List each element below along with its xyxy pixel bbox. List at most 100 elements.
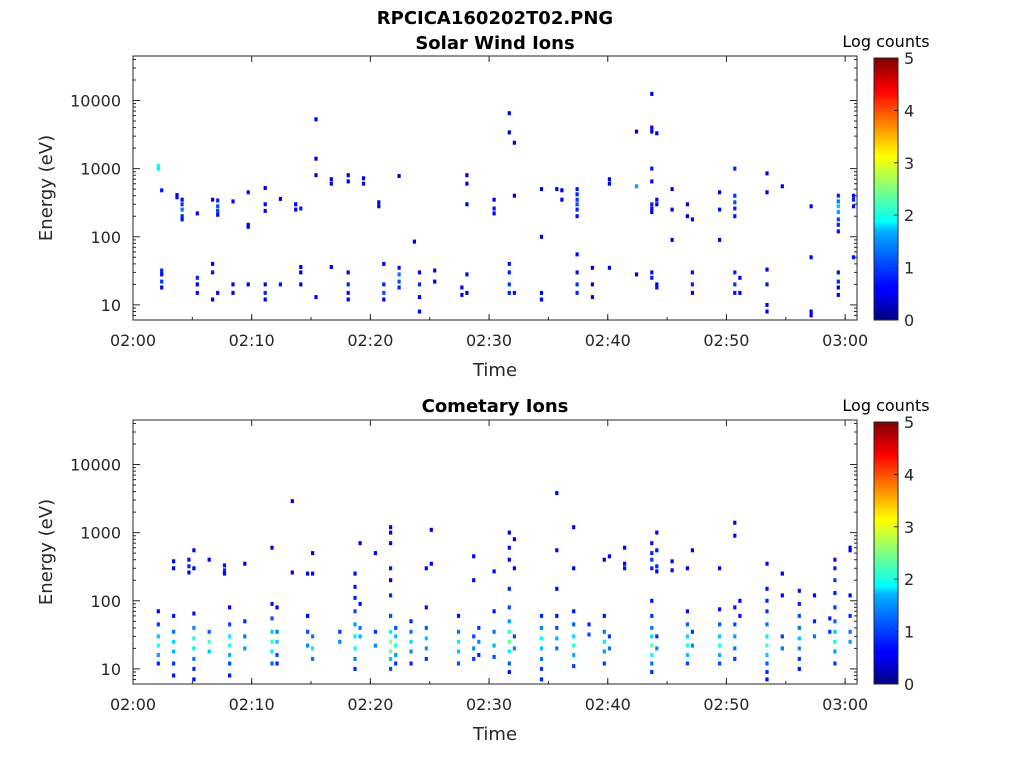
heatmap-cell — [575, 214, 579, 219]
heatmap-cell — [602, 613, 606, 618]
heatmap-cell — [655, 564, 659, 569]
heatmap-cell — [192, 677, 196, 682]
heatmap-cell — [590, 265, 594, 270]
heatmap-cell — [718, 653, 722, 657]
heatmap-cell — [211, 270, 215, 275]
heatmap-cell — [733, 270, 737, 275]
heatmap-cell — [311, 656, 315, 661]
heatmap-cell — [836, 270, 840, 275]
heatmap-cell — [572, 634, 576, 639]
heatmap-cell — [718, 643, 722, 648]
heatmap-cell — [192, 636, 196, 641]
heatmap-cell — [207, 639, 211, 644]
heatmap-cell — [655, 569, 659, 574]
heatmap-cell — [602, 557, 606, 562]
heatmap-cell — [409, 639, 413, 644]
heatmap-cell — [655, 548, 659, 553]
heatmap-cell — [733, 646, 737, 651]
heatmap-cell — [228, 661, 232, 666]
heatmap-cell — [492, 609, 496, 614]
heatmap-cell — [382, 261, 386, 266]
colorbar-gradient — [873, 421, 899, 685]
heatmap-cell — [836, 193, 840, 198]
heatmap-cell — [460, 292, 464, 297]
heatmap-cell — [231, 290, 235, 295]
heatmap-cell — [409, 649, 413, 654]
heatmap-cell — [765, 622, 769, 627]
heatmap-cell — [555, 625, 559, 630]
heatmap-cell — [718, 634, 722, 639]
heatmap-cell — [650, 643, 654, 648]
heatmap-cell — [539, 677, 544, 682]
heatmap-cell — [361, 181, 366, 186]
heatmap-cell — [156, 166, 160, 171]
heatmap-cell — [634, 184, 639, 189]
heatmap-cell — [539, 234, 544, 239]
heatmap-cell — [346, 270, 350, 275]
heatmap-cell — [650, 275, 654, 280]
heatmap-cell — [655, 285, 659, 290]
heatmap-cell — [833, 619, 837, 624]
heatmap-cell — [575, 187, 579, 192]
heatmap-cell — [397, 265, 401, 270]
heatmap-cell — [507, 530, 511, 535]
heatmap-cell — [299, 265, 303, 269]
heatmap-cell — [314, 295, 318, 300]
heatmap-cell — [575, 192, 579, 197]
heatmap-cell — [263, 290, 267, 295]
heatmap-cell — [270, 616, 274, 621]
plot-area — [133, 420, 857, 684]
heatmap-cell — [358, 634, 362, 639]
figure-title-line1: RPCICA160202T02.PNG — [377, 8, 613, 29]
plot-frame — [132, 419, 858, 685]
heatmap-cell — [833, 649, 837, 654]
heatmap-cell — [575, 270, 579, 275]
heatmap-cell — [192, 566, 196, 571]
heatmap-cell — [192, 625, 196, 630]
heatmap-cell — [156, 634, 160, 639]
heatmap-cell — [685, 622, 689, 627]
heatmap-cell — [539, 187, 544, 192]
heatmap-cell — [397, 279, 401, 284]
heatmap-cell — [812, 634, 817, 639]
heatmap-cell — [160, 279, 164, 284]
heatmap-cell — [848, 593, 852, 598]
heatmap-cell — [172, 613, 176, 618]
heatmap-cell — [848, 548, 852, 553]
heatmap-cell — [216, 198, 220, 203]
heatmap-cell — [156, 609, 160, 614]
heatmap-cell — [828, 616, 832, 621]
heatmap-cell — [216, 212, 220, 217]
heatmap-cell — [299, 206, 303, 211]
heatmap-cell — [353, 666, 357, 671]
heatmap-cell — [353, 609, 357, 614]
heatmap-cell — [412, 239, 416, 244]
heatmap-cell — [353, 634, 357, 639]
colorbar-tick-label: 1 — [904, 623, 914, 642]
heatmap-cell — [195, 282, 199, 287]
heatmap-cell — [650, 653, 654, 657]
heatmap-cell — [833, 591, 837, 595]
heatmap-cell — [765, 267, 769, 272]
heatmap-cell — [738, 290, 742, 295]
heatmap-cell — [507, 670, 511, 674]
heatmap-cell — [263, 282, 267, 287]
heatmap-cell — [607, 265, 611, 270]
heatmap-cell — [492, 206, 496, 211]
x-axis-label: Time — [472, 724, 517, 745]
heatmap-cell — [507, 290, 511, 295]
heatmap-cell — [389, 530, 393, 535]
heatmap-cell — [738, 613, 742, 618]
y-axis-label: Energy (eV) — [36, 135, 57, 241]
heatmap-cell — [270, 545, 274, 550]
heatmap-cell — [306, 571, 310, 576]
heatmap-cell — [587, 622, 591, 627]
colorbar: Log counts 0 1 2 3 4 5 — [842, 396, 929, 694]
heatmap-cell — [607, 646, 611, 651]
heatmap-cell — [650, 541, 654, 546]
heatmap-cell — [222, 571, 227, 576]
colorbar-tick-label: 5 — [904, 49, 914, 68]
x-tick-label: 02:50 — [703, 331, 749, 350]
y-tick-label: 100 — [90, 592, 121, 611]
heatmap-cell — [329, 177, 333, 182]
